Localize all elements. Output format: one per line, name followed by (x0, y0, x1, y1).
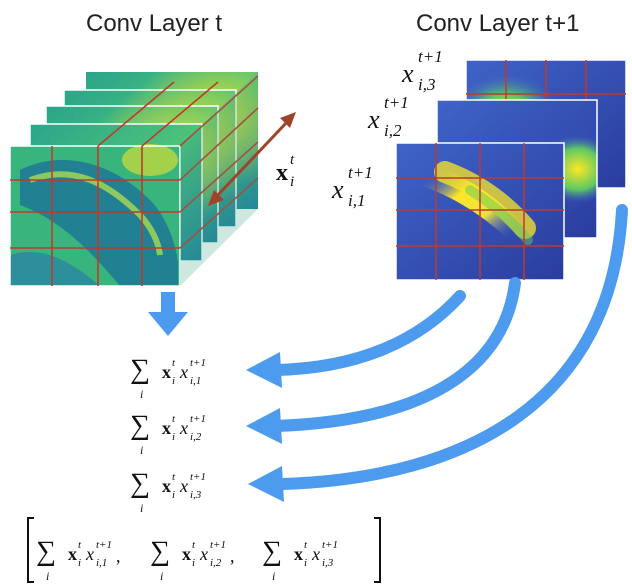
sum-index: i (160, 569, 163, 583)
sum-sup-t1: t+1 (190, 357, 206, 369)
sum-x: x (179, 362, 188, 382)
sum-bold-x: x (68, 544, 77, 564)
sum-sigma: ∑ (130, 354, 150, 385)
map-label-x1: x t+1 i,1 (331, 163, 373, 210)
right-feature-map-stack (395, 59, 627, 281)
sum-x: x (179, 418, 188, 438)
sum-sup-t1: t+1 (190, 413, 206, 425)
sum-sub: i,2 (210, 557, 222, 569)
curved-arrow-2 (246, 277, 521, 444)
label-sup: t+1 (348, 163, 373, 182)
left-layer-title: Conv Layer t (86, 10, 223, 37)
feature-map-1 (395, 142, 565, 281)
sum-sub: i,3 (322, 557, 334, 569)
sum-sub: i,2 (190, 431, 202, 443)
sum-bold-x: x (294, 544, 303, 564)
sum-sub-i: i (78, 557, 81, 569)
sum-sigma: ∑ (262, 536, 282, 567)
label-sub: i (290, 174, 294, 190)
sum-term-3: ∑ i x t i x t+1 i,3 (130, 468, 206, 515)
sum-sup-t: t (78, 539, 82, 551)
combined-vector: ∑ i x t i x t+1 i,1 , ∑ i x t i x t+1 i,… (27, 517, 381, 583)
down-arrow (148, 292, 188, 336)
left-grid-lines (10, 75, 259, 286)
sum-sub: i,1 (190, 375, 201, 387)
sum-sup-t1: t+1 (190, 471, 206, 483)
sum-sub-i: i (172, 375, 175, 387)
sum-sub: i,3 (190, 489, 202, 501)
label-sub: i,3 (418, 75, 435, 94)
label-sup: t+1 (418, 47, 443, 66)
sum-index: i (140, 501, 143, 515)
right-layer-title: Conv Layer t+1 (416, 10, 580, 37)
sum-term-2: ∑ i x t i x t+1 i,2 (130, 410, 206, 457)
right-bracket (374, 517, 381, 583)
sum-index: i (140, 387, 143, 401)
sum-x: x (199, 544, 208, 564)
sum-sup-t1: t+1 (96, 539, 112, 551)
sum-index: i (140, 443, 143, 457)
sum-sigma: ∑ (130, 410, 150, 441)
curved-arrow-1 (246, 290, 466, 388)
label-sup: t+1 (384, 93, 409, 112)
depth-arrow (208, 112, 296, 206)
sum-sup-t: t (172, 413, 176, 425)
label-base: x (367, 105, 380, 134)
sum-sigma: ∑ (130, 468, 150, 499)
sum-sub-i: i (192, 557, 195, 569)
sum-bold-x: x (162, 362, 171, 382)
label-sub: i,2 (384, 121, 402, 140)
depth-label-xi-t: x t i (276, 152, 295, 190)
sum-bold-x: x (162, 476, 171, 496)
left-feature-map-front (9, 144, 181, 287)
vector-comma: , (116, 546, 121, 566)
label-base: x (401, 59, 414, 88)
sum-sup-t: t (304, 539, 308, 551)
sum-sigma: ∑ (36, 536, 56, 567)
map-label-x2: x t+1 i,2 (367, 93, 409, 140)
label-base: x (331, 175, 344, 204)
left-feature-map-stack (9, 72, 259, 287)
sum-sup-t: t (192, 539, 196, 551)
sum-term-1: ∑ i x t i x t+1 i,1 (130, 354, 206, 401)
vector-term-1: ∑ i x t i x t+1 i,1 , (36, 536, 121, 583)
curved-arrow-3 (248, 204, 628, 502)
bold-x: x (276, 160, 288, 186)
sum-sub-i: i (172, 489, 175, 501)
label-sup: t (290, 152, 295, 168)
sum-x: x (179, 476, 188, 496)
sum-sup-t1: t+1 (322, 539, 338, 551)
vector-comma: , (230, 546, 235, 566)
vector-term-3: ∑ i x t i x t+1 i,3 (262, 536, 338, 583)
sum-sup-t: t (172, 357, 176, 369)
sum-sub-i: i (304, 557, 307, 569)
left-bracket (27, 517, 34, 583)
left-stack-side-face (180, 72, 258, 286)
label-sub: i,1 (348, 191, 365, 210)
sum-x: x (85, 544, 94, 564)
sum-sup-t: t (172, 471, 176, 483)
sum-index: i (272, 569, 275, 583)
sum-sub-i: i (172, 431, 175, 443)
sum-sup-t1: t+1 (210, 539, 226, 551)
map-label-x3: x t+1 i,3 (401, 47, 443, 94)
sum-sub: i,1 (96, 557, 107, 569)
sum-bold-x: x (162, 418, 171, 438)
sum-index: i (46, 569, 49, 583)
vector-term-2: ∑ i x t i x t+1 i,2 , (150, 536, 235, 583)
sum-x: x (311, 544, 320, 564)
sum-bold-x: x (182, 544, 191, 564)
sum-sigma: ∑ (150, 536, 170, 567)
